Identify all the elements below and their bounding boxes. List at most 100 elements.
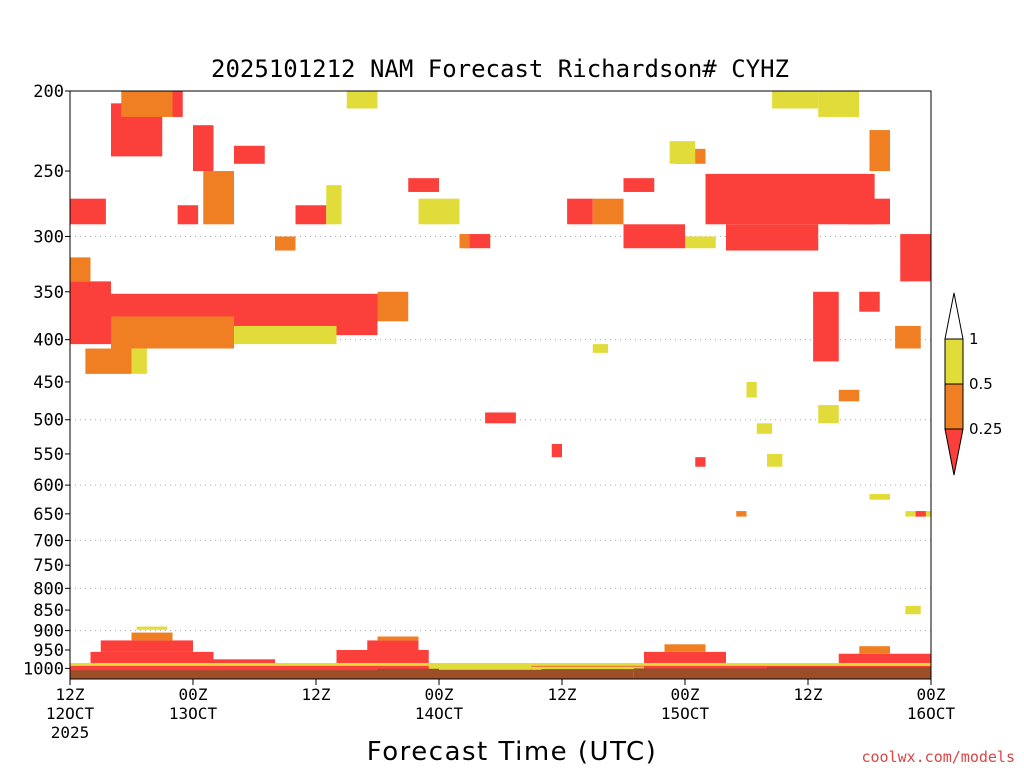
y-tick-label: 200 bbox=[33, 82, 64, 102]
richardson-cells bbox=[70, 91, 931, 672]
ri-cell-orange bbox=[459, 234, 470, 249]
ri-cell-orange bbox=[859, 646, 890, 654]
ri-cell-red bbox=[213, 659, 275, 665]
ri-cell-orange bbox=[152, 91, 173, 117]
ri-cell-yellow bbox=[772, 91, 819, 109]
ri-cell-red bbox=[859, 291, 880, 312]
ri-cell-red bbox=[172, 91, 183, 117]
ri-cell-orange bbox=[664, 644, 706, 652]
y-axis: 200 250 300 350 400 450 500 550 600 650 700 750 8008… bbox=[23, 82, 70, 679]
x-tick-label: 00Z bbox=[917, 685, 946, 704]
x-tick-label: 12Z bbox=[794, 685, 823, 704]
ri-cell-red bbox=[900, 234, 931, 282]
ground-segment bbox=[541, 669, 634, 679]
ground-terrain bbox=[70, 666, 931, 679]
ri-cell-yellow bbox=[418, 198, 460, 225]
ri-cell-yellow bbox=[326, 185, 342, 225]
ri-cell-orange bbox=[111, 316, 234, 349]
ri-cell-yellow bbox=[531, 666, 644, 671]
ri-cell-orange bbox=[895, 325, 921, 349]
y-tick-label: 300 bbox=[33, 227, 64, 247]
ri-cell-red bbox=[70, 198, 106, 225]
ri-cell-orange bbox=[736, 511, 747, 517]
y-tick-label: 350 bbox=[33, 283, 64, 303]
y-tick-label: 650 bbox=[33, 505, 64, 525]
ri-cell-orange bbox=[377, 291, 409, 322]
ground-segment bbox=[377, 668, 439, 679]
ri-cell-red bbox=[567, 198, 593, 225]
x-tick-label: 2025 bbox=[51, 723, 90, 742]
x-tick-label: 12OCT bbox=[46, 704, 95, 723]
ri-cell-red bbox=[915, 511, 926, 517]
ri-cell-red bbox=[464, 234, 491, 249]
x-tick-label: 00Z bbox=[671, 685, 700, 704]
ri-cell-yellow bbox=[346, 91, 378, 109]
ri-cell-red bbox=[100, 640, 193, 652]
ground-segment bbox=[439, 669, 542, 679]
ri-cell-red bbox=[336, 649, 429, 665]
legend-label: 0.5 bbox=[969, 375, 993, 393]
y-tick-label: 600 bbox=[33, 476, 64, 496]
ri-cell-orange bbox=[203, 171, 234, 225]
y-tick-label: 700 bbox=[33, 531, 64, 551]
ri-cell-orange bbox=[131, 632, 173, 641]
ri-cell-red bbox=[695, 457, 706, 467]
x-tick-label: 00Z bbox=[425, 685, 454, 704]
x-tick-label: 00Z bbox=[179, 685, 208, 704]
ri-cell-red bbox=[705, 173, 875, 225]
ri-cell-red bbox=[367, 640, 419, 650]
x-tick-label: 14OCT bbox=[415, 704, 464, 723]
y-tick-label: 850 bbox=[33, 601, 64, 621]
y-tick-label: 500 bbox=[33, 411, 64, 431]
chart-title: 2025101212 NAM Forecast Richardson# CYHZ bbox=[211, 55, 789, 83]
ri-cell-red bbox=[295, 205, 327, 225]
ri-cell-yellow bbox=[234, 325, 337, 345]
ground-segment bbox=[633, 668, 767, 679]
ri-cell-yellow bbox=[685, 236, 716, 249]
x-tick-label: 13OCT bbox=[169, 704, 218, 723]
ri-cell-red bbox=[813, 291, 839, 362]
y-tick-label: 250 bbox=[33, 162, 64, 182]
ri-cell-yellow bbox=[131, 348, 147, 374]
ri-cell-yellow bbox=[70, 662, 931, 666]
y-tick-label: 950 bbox=[33, 641, 64, 661]
legend-0.25-to-0.5 bbox=[944, 383, 964, 430]
y-tick-label: 800 bbox=[33, 579, 64, 599]
ri-cell-orange bbox=[592, 198, 624, 225]
ground-segment bbox=[70, 670, 378, 679]
x-tick-label: 12Z bbox=[302, 685, 331, 704]
legend: 1 0.5 0.25 bbox=[944, 292, 1002, 476]
ri-cell-red bbox=[90, 651, 214, 665]
ri-cell-red bbox=[623, 224, 685, 249]
legend-label: 1 bbox=[969, 330, 979, 348]
ri-cell-yellow bbox=[136, 626, 168, 630]
ri-cell-orange bbox=[838, 389, 860, 402]
ri-cell-yellow bbox=[905, 605, 921, 615]
y-tick-label: 750 bbox=[33, 556, 64, 576]
ri-cell-red bbox=[623, 178, 655, 192]
ri-cell-orange bbox=[275, 236, 296, 251]
x-tick-label: 12Z bbox=[548, 685, 577, 704]
x-axis-label: Forecast Time (UTC) bbox=[367, 737, 658, 767]
ri-cell-orange bbox=[70, 257, 91, 282]
ri-cell-yellow bbox=[592, 344, 609, 353]
ri-cell-yellow bbox=[746, 381, 757, 398]
y-tick-label: 1000 bbox=[23, 659, 64, 679]
ri-cell-yellow bbox=[428, 664, 532, 671]
ri-cell-orange bbox=[869, 130, 890, 172]
ri-cell-yellow bbox=[869, 493, 890, 500]
ri-cell-red bbox=[849, 198, 890, 225]
ri-cell-red bbox=[838, 653, 931, 665]
ri-cell-orange bbox=[85, 348, 132, 374]
ri-cell-yellow bbox=[818, 91, 860, 117]
ri-cell-orange bbox=[121, 91, 152, 117]
y-tick-label: 900 bbox=[33, 622, 64, 642]
y-tick-label: 550 bbox=[33, 445, 64, 465]
ri-cell-red bbox=[70, 281, 111, 345]
ri-cell-orange bbox=[377, 636, 419, 641]
watermark: coolwx.com/models bbox=[861, 748, 1015, 766]
legend-above-1 bbox=[944, 292, 964, 340]
ri-cell-red bbox=[193, 125, 214, 172]
